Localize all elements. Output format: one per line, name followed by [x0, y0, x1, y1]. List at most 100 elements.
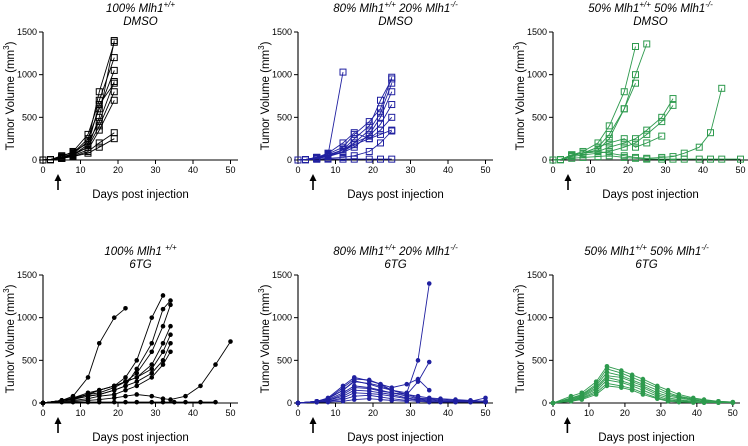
y-tick-label: 0: [32, 398, 37, 408]
data-point: [96, 399, 102, 405]
data-point: [377, 109, 384, 117]
panel-title-line2: 6TG: [384, 259, 406, 271]
data-point: [669, 101, 677, 109]
x-axis-label: Days post injection: [347, 189, 444, 201]
x-tick-label: 0: [295, 408, 300, 418]
data-point: [213, 362, 218, 367]
data-point: [377, 113, 384, 121]
series-5: [294, 88, 396, 164]
y-label-main: Tumor Volume (mm: [5, 293, 17, 394]
injection-arrow-head: [54, 417, 62, 424]
y-tick-label: 1500: [272, 27, 292, 37]
data-point: [605, 152, 613, 160]
y-tick-label: 500: [532, 112, 547, 122]
y-tick-label: 1000: [272, 313, 292, 323]
data-point: [366, 377, 372, 383]
data-point: [111, 315, 117, 320]
data-point: [96, 340, 102, 346]
data-point: [426, 399, 432, 405]
title-segment: 50% Mlh1: [588, 3, 639, 15]
data-point: [95, 139, 103, 147]
data-point: [676, 399, 682, 405]
data-point: [70, 399, 76, 405]
data-point: [168, 397, 173, 402]
data-point: [160, 362, 166, 367]
y-tick-label: 1500: [17, 27, 37, 37]
data-point: [350, 141, 358, 149]
x-tick-label: 50: [728, 408, 738, 418]
data-point: [404, 398, 410, 404]
x-axis-label: Days post injection: [602, 189, 699, 201]
data-point: [549, 156, 557, 164]
x-tick-label: 40: [188, 165, 198, 175]
data-point: [415, 398, 421, 404]
title-segment: 80% Mlh1: [333, 246, 384, 258]
data-point: [160, 323, 166, 329]
data-point: [389, 398, 395, 403]
data-point: [325, 399, 331, 405]
panel-title-line1: 100% Mlh1+/+: [106, 0, 175, 15]
title-superscript: -/-: [701, 243, 709, 252]
data-point: [350, 155, 358, 163]
data-point: [594, 147, 602, 155]
data-point: [388, 88, 396, 96]
data-point: [134, 370, 140, 376]
data-point: [134, 358, 140, 363]
y-axis-label: Tumor Volume (mm3): [512, 284, 527, 393]
y-label-superscript: 3: [512, 288, 521, 293]
y-tick-label: 0: [287, 398, 292, 408]
data-point: [730, 400, 736, 405]
data-point: [314, 399, 320, 405]
data-point: [619, 375, 624, 380]
data-point: [149, 375, 155, 380]
y-tick-label: 500: [22, 355, 37, 365]
data-point: [294, 156, 302, 164]
data-point: [168, 298, 173, 303]
title-superscript: -/-: [705, 0, 713, 9]
data-point: [377, 126, 384, 134]
y-label-end: ): [260, 41, 272, 45]
data-point: [594, 139, 602, 147]
data-point: [605, 130, 613, 138]
data-point: [134, 375, 140, 380]
data-point: [110, 38, 118, 46]
y-label-end: ): [515, 284, 527, 288]
data-point: [695, 155, 703, 163]
x-tick-label: 40: [443, 165, 453, 175]
y-tick-label: 1000: [17, 313, 37, 323]
y-tick-label: 0: [542, 398, 547, 408]
data-point: [160, 396, 166, 402]
series-1: [549, 43, 639, 164]
data-point: [160, 399, 166, 405]
series-8: [549, 152, 744, 164]
y-tick-label: 500: [22, 112, 37, 122]
data-point: [377, 139, 384, 147]
y-label-superscript: 3: [257, 288, 266, 293]
data-point: [594, 153, 602, 161]
data-point: [95, 143, 103, 151]
series-line: [297, 129, 392, 161]
series-5: [40, 323, 173, 406]
data-point: [58, 154, 66, 162]
data-point: [123, 383, 128, 389]
data-point: [690, 400, 696, 405]
data-point: [168, 332, 173, 338]
title-segment: 80% Mlh1: [333, 3, 384, 15]
data-point: [59, 399, 65, 405]
y-tick-label: 1000: [17, 70, 37, 80]
y-label-main: Tumor Volume (mm: [5, 50, 17, 151]
data-point: [111, 392, 117, 397]
data-point: [438, 399, 443, 405]
data-point: [557, 156, 564, 164]
y-tick-label: 1500: [527, 27, 547, 37]
x-axis-label: Days post injection: [92, 432, 189, 444]
x-tick-label: 30: [150, 165, 160, 175]
panel-title-line2: DMSO: [633, 16, 668, 28]
data-point: [339, 155, 347, 163]
data-point: [632, 139, 639, 147]
series-1: [39, 37, 118, 164]
panel-title-line1: 50% Mlh1+/+ 50% Mlh1-/-: [588, 0, 713, 15]
